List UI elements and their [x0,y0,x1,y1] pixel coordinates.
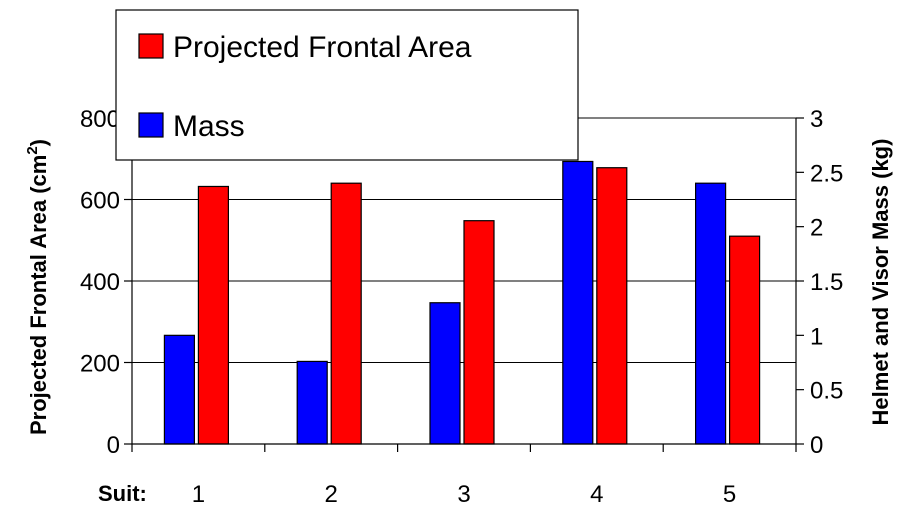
right-axis-title: Helmet and Visor Mass (kg) [868,139,893,426]
bar-mass-suit-4 [562,160,594,445]
legend: Projected Frontal Area Mass [115,9,579,161]
left-tick-labels: 0 200 400 600 800 [80,106,120,459]
svg-text:Projected Frontal Area (cm2): Projected Frontal Area (cm2) [24,139,51,435]
bars [163,160,761,445]
right-tick-label: 0.5 [810,378,843,405]
left-tick-label: 0 [107,432,120,459]
bar-projected-frontal-area-suit-2 [330,182,362,445]
bar-mass-suit-1 [163,334,195,445]
bar-mass-suit-2 [296,360,328,445]
bar-projected-frontal-area-suit-1 [197,185,229,445]
svg-text:Helmet and Visor Mass (kg): Helmet and Visor Mass (kg) [868,139,893,426]
right-tick-labels: 0 0.5 1 1.5 2 2.5 3 [810,106,843,459]
legend-label-mass: Mass [173,110,245,143]
x-tick-labels: 1 2 3 4 5 [192,481,737,508]
legend-label-frontal-area: Projected Frontal Area [173,31,472,64]
bar-projected-frontal-area-suit-3 [463,220,495,445]
x-tick-label: 3 [457,481,470,508]
x-axis-title: Suit: [98,481,147,506]
left-tick-label: 800 [80,106,120,133]
bar-mass-suit-5 [694,182,727,445]
right-tick-label: 2.5 [810,160,843,187]
left-axis-title-close: ) [26,139,51,146]
x-tick-label: 1 [192,481,205,508]
left-axis-title-text: Projected Frontal Area (cm [26,155,51,435]
right-tick-label: 2 [810,215,823,242]
right-tick-label: 1 [810,323,823,350]
legend-swatch-mass [138,112,164,138]
right-tick-label: 0 [810,432,823,459]
left-tick-label: 400 [80,269,120,296]
left-tick-label: 200 [80,351,120,378]
x-tick-label: 5 [723,481,736,508]
x-tick-label: 4 [590,481,603,508]
left-tick-label: 600 [80,188,120,215]
left-axis-title-superscript: 2 [24,146,41,154]
bar-mass-suit-3 [429,302,461,445]
legend-swatch-frontal-area [138,33,164,59]
x-tick-label: 2 [325,481,338,508]
right-tick-label: 3 [810,106,823,133]
legend-box [115,9,579,161]
bar-projected-frontal-area-suit-5 [728,235,761,445]
bar-projected-frontal-area-suit-4 [596,167,628,445]
right-tick-label: 1.5 [810,269,843,296]
left-axis-title: Projected Frontal Area (cm2) [24,139,51,435]
